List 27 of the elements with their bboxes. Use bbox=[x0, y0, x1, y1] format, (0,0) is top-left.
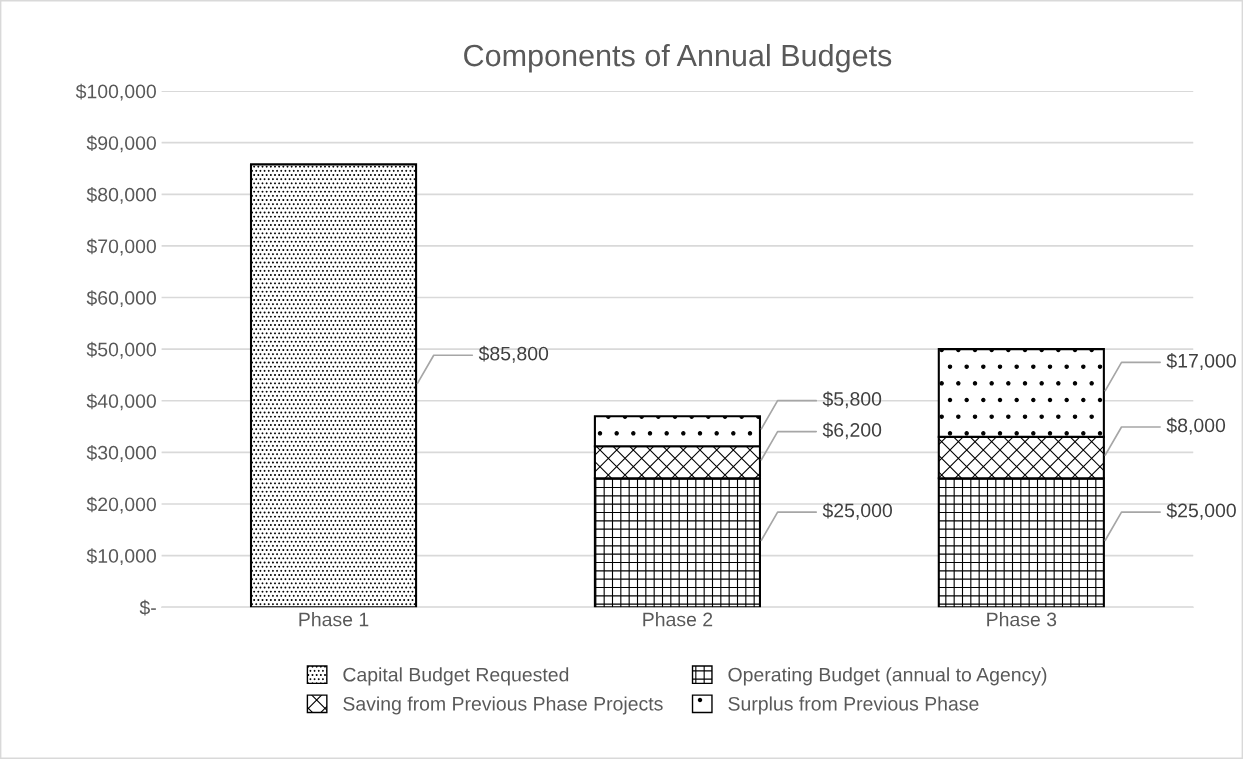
y-tick-label: $50,000 bbox=[86, 341, 156, 359]
data-label: $85,800 bbox=[478, 345, 549, 363]
x-tick-label: Phase 2 bbox=[643, 612, 713, 627]
y-tick-label: $10,000 bbox=[86, 548, 156, 566]
bar bbox=[249, 163, 418, 608]
data-label: $6,200 bbox=[822, 422, 882, 440]
data-label: $17,000 bbox=[1166, 353, 1236, 370]
y-tick-label: $80,000 bbox=[86, 186, 156, 204]
x-tick-label: Phase 3 bbox=[987, 612, 1057, 627]
y-tick-label: $90,000 bbox=[86, 135, 156, 153]
y-tick-label: $20,000 bbox=[86, 496, 156, 514]
legend-label: Capital Budget Requested bbox=[343, 667, 569, 686]
data-label: $8,000 bbox=[1166, 417, 1226, 435]
y-tick-label: $40,000 bbox=[86, 393, 156, 411]
y-tick-label: $60,000 bbox=[86, 290, 156, 308]
y-tick-label: $- bbox=[139, 599, 156, 616]
chart-title: Components of Annual Budgets bbox=[464, 43, 892, 73]
legend-label: Surplus from Previous Phase bbox=[728, 696, 979, 715]
data-label: $5,800 bbox=[822, 391, 882, 409]
legend-label: Saving from Previous Phase Projects bbox=[343, 696, 663, 715]
data-label: $25,000 bbox=[822, 502, 892, 520]
y-tick-label: $70,000 bbox=[86, 238, 156, 256]
y-tick-label: $100,000 bbox=[75, 83, 156, 101]
data-label: $25,000 bbox=[1166, 502, 1236, 520]
y-tick-label: $30,000 bbox=[86, 445, 156, 462]
x-tick-label: Phase 1 bbox=[299, 612, 369, 627]
legend-label: Operating Budget (annual to Agency) bbox=[728, 667, 1047, 686]
